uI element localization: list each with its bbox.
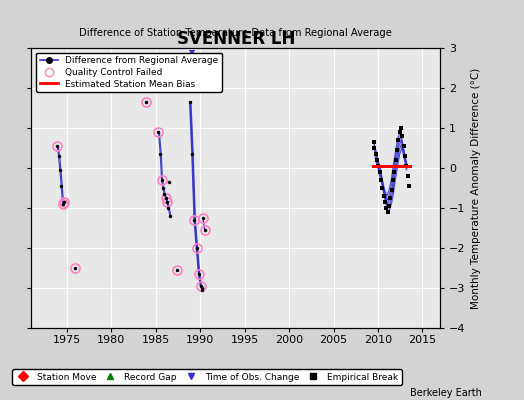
Text: Berkeley Earth: Berkeley Earth	[410, 388, 482, 398]
Legend: Station Move, Record Gap, Time of Obs. Change, Empirical Break: Station Move, Record Gap, Time of Obs. C…	[13, 369, 402, 385]
Y-axis label: Monthly Temperature Anomaly Difference (°C): Monthly Temperature Anomaly Difference (…	[471, 67, 481, 309]
Title: SVENNER LH: SVENNER LH	[177, 30, 295, 48]
Text: Difference of Station Temperature Data from Regional Average: Difference of Station Temperature Data f…	[79, 28, 392, 38]
